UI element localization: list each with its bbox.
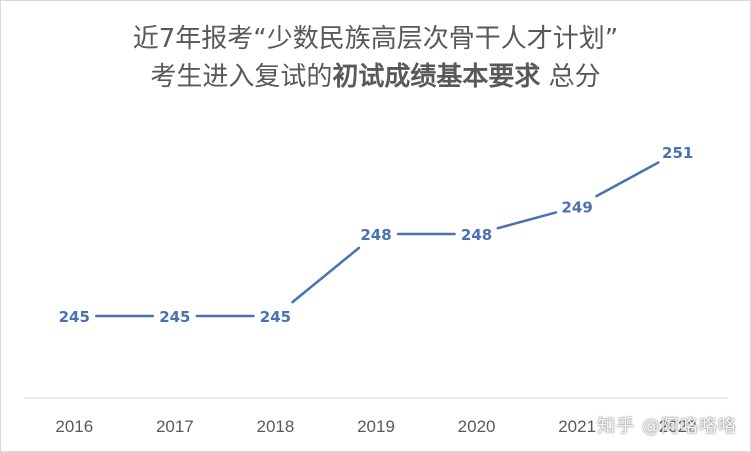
data-label: 249: [561, 199, 592, 217]
data-label: 248: [360, 226, 391, 244]
x-tick-label: 2020: [458, 417, 496, 436]
data-label: 245: [260, 308, 291, 326]
x-tick-label: 2019: [357, 417, 395, 436]
series-group: [95, 161, 660, 318]
series-line-segment: [496, 211, 558, 230]
data-label: 245: [59, 308, 90, 326]
watermark: 知乎 @阿咯咯咯: [597, 416, 737, 437]
chart-title-line2: 考生进入复试的初试成绩基本要求 总分: [0, 64, 751, 90]
x-tick-label: 2016: [55, 417, 93, 436]
chart-title-line2-bold: 初试成绩基本要求: [332, 62, 541, 92]
x-tick-label: 2017: [156, 417, 194, 436]
series-line-segment: [595, 161, 660, 198]
x-tick-label: 2022: [659, 417, 697, 436]
x-tick-label: 2018: [257, 417, 295, 436]
x-tick-label: 2021: [558, 417, 596, 436]
data-label: 245: [159, 308, 190, 326]
chart-title-line2-suffix: 总分: [540, 62, 601, 92]
chart-title-line1: 近7年报考“少数民族高层次骨干人才计划”: [0, 26, 751, 52]
data-label: 248: [461, 226, 492, 244]
chart-title-line1-text: 近7年报考“少数民族高层次骨干人才计划”: [132, 24, 619, 54]
chart-title-line2-prefix: 考生进入复试的: [150, 62, 333, 92]
x-tick-group: 2016 2017 2018 2019 2020 2021 2022: [55, 417, 696, 436]
series-line-segment: [291, 246, 361, 304]
data-label: 251: [662, 144, 693, 162]
data-label-group: 245 245 245 248 248 249 251: [59, 144, 694, 326]
